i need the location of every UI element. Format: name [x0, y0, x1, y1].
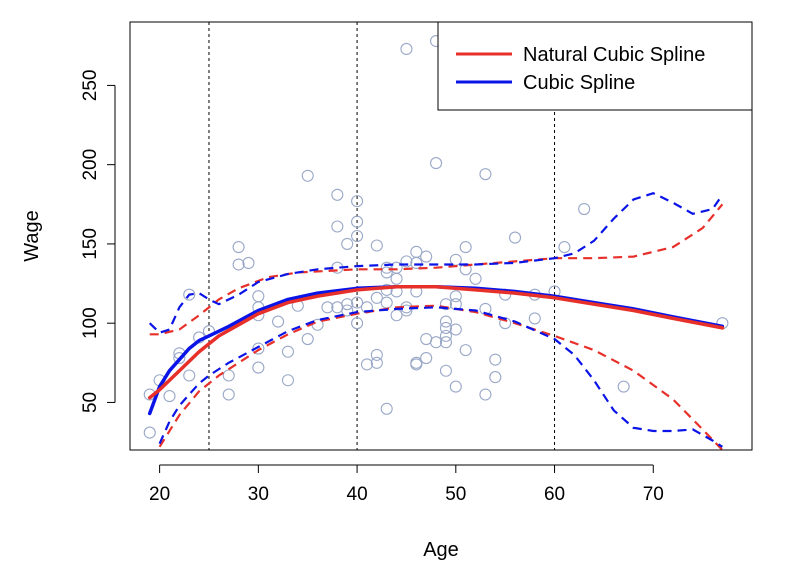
data-point: [390, 272, 403, 285]
x-axis-label: Age: [423, 539, 459, 561]
data-point: [459, 241, 472, 254]
data-point: [420, 250, 433, 263]
data-point: [617, 380, 630, 393]
data-point: [222, 388, 235, 401]
data-point: [400, 42, 413, 55]
y-tick-label: 250: [80, 70, 101, 102]
data-point: [449, 323, 462, 336]
data-point: [479, 168, 492, 181]
data-point: [558, 241, 571, 254]
data-point: [163, 390, 176, 403]
knot-lines: [208, 22, 556, 450]
data-point: [459, 344, 472, 357]
data-point: [400, 304, 413, 317]
data-point: [360, 358, 374, 371]
data-point: [430, 336, 443, 349]
data-point: [410, 256, 423, 269]
x-tick-label: 70: [643, 484, 664, 505]
band-cubic-spline-lower: [158, 306, 723, 448]
data-point: [578, 203, 591, 216]
x-axis: 20 30 40 50 60 70: [149, 464, 664, 505]
data-point: [351, 317, 364, 330]
y-tick-label: 200: [80, 149, 101, 181]
data-point: [508, 231, 522, 244]
data-point: [301, 169, 314, 182]
data-point: [439, 329, 452, 342]
data-point: [489, 371, 502, 384]
x-tick-label: 30: [248, 484, 269, 505]
data-point: [370, 348, 383, 361]
y-tick-label: 50: [80, 392, 101, 413]
series-natural-cubic-spline: [147, 284, 725, 400]
data-point: [341, 304, 354, 317]
data-point: [439, 321, 452, 334]
data-point: [430, 157, 443, 170]
confidence-bands: [148, 192, 724, 450]
data-point: [380, 266, 393, 279]
band-cubic-spline-upper: [148, 192, 724, 334]
data-point: [528, 312, 541, 325]
data-point: [173, 352, 186, 365]
x-tick-label: 20: [149, 484, 170, 505]
data-point: [183, 288, 196, 301]
data-point: [183, 369, 196, 382]
legend: Natural Cubic Spline Cubic Spline: [437, 21, 753, 111]
data-point: [341, 237, 354, 250]
data-point: [222, 369, 235, 382]
data-point: [370, 291, 383, 304]
data-point: [420, 352, 433, 365]
data-point: [439, 315, 452, 328]
band-natural-cubic-spline-upper: [149, 203, 724, 336]
data-point: [489, 353, 502, 366]
data-point: [242, 256, 255, 269]
data-point: [499, 317, 512, 330]
data-point: [331, 188, 344, 201]
data-point: [321, 301, 334, 314]
data-point: [439, 364, 452, 377]
data-point: [380, 283, 393, 296]
data-point: [331, 220, 344, 233]
data-point: [351, 229, 364, 243]
legend-box: [437, 21, 753, 111]
data-point: [439, 298, 452, 311]
data-point: [143, 426, 156, 439]
data-point: [449, 380, 462, 393]
legend-label-natural-cubic-spline: Natural Cubic Spline: [523, 44, 705, 66]
data-point: [380, 402, 393, 415]
data-point: [351, 296, 364, 309]
spline-curves: [147, 284, 725, 416]
x-tick-label: 40: [347, 484, 368, 505]
data-point: [252, 361, 265, 374]
y-axis-label: Wage: [21, 210, 43, 262]
data-point: [281, 374, 295, 387]
x-tick-label: 50: [445, 484, 466, 505]
data-point: [301, 332, 314, 346]
data-point: [351, 195, 364, 208]
x-tick-label: 60: [544, 484, 565, 505]
data-point: [479, 388, 492, 401]
data-point: [400, 255, 413, 268]
data-point: [281, 345, 295, 358]
data-point: [341, 298, 354, 311]
band-natural-cubic-spline-lower: [158, 304, 724, 450]
data-point: [469, 272, 482, 285]
y-axis: 50 100 150 200 250: [80, 70, 116, 413]
data-point: [232, 241, 245, 254]
legend-label-cubic-spline: Cubic Spline: [523, 72, 635, 94]
data-point: [272, 315, 285, 328]
y-tick-label: 100: [80, 307, 101, 339]
data-point: [410, 358, 423, 371]
data-point: [380, 261, 393, 274]
data-point: [252, 342, 265, 355]
data-point: [449, 290, 462, 303]
data-point: [351, 215, 364, 228]
y-tick-label: 150: [80, 228, 101, 260]
data-point: [370, 239, 383, 252]
data-point: [370, 356, 383, 369]
data-point: [232, 258, 245, 271]
data-point: [439, 336, 452, 349]
